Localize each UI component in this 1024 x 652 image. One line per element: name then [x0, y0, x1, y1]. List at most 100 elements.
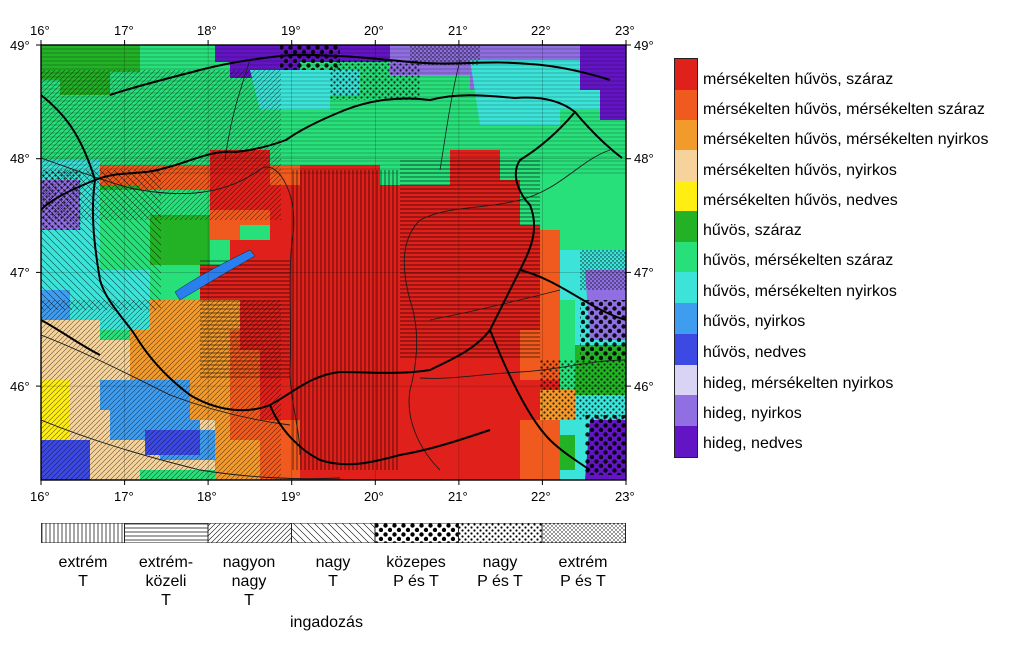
- lon-label-top-18: 18°: [197, 23, 217, 38]
- variability-label: extrém- közeli T: [126, 553, 206, 610]
- variability-label-line: közeli: [145, 573, 187, 590]
- legend-swatch: [675, 303, 697, 334]
- region-huvos-szaraz-bakony: [150, 215, 210, 265]
- legend-label: hűvös, mérsékelten száraz: [703, 252, 894, 269]
- overlay-kozepes-p-es-t: [580, 300, 626, 360]
- variability-label: nagy T: [293, 553, 373, 591]
- legend-swatch: [675, 90, 697, 120]
- lat-label-right-49: 49°: [634, 38, 654, 53]
- lon-label-bottom-19: 19°: [281, 489, 301, 504]
- variability-label-line: P és T: [477, 573, 523, 590]
- legend-label: hideg, nedves: [703, 435, 803, 452]
- legend-label: hűvös, mérsékelten nyirkos: [703, 283, 897, 300]
- danube-river: [41, 157, 301, 456]
- overlay-extrem-kozeli-t: [400, 160, 540, 360]
- variability-label-line: T: [328, 573, 338, 590]
- lon-label-top-20: 20°: [364, 23, 384, 38]
- graticule: [41, 45, 626, 480]
- legend-swatch: [675, 211, 697, 242]
- lon-label-bottom-23: 23°: [615, 489, 635, 504]
- maros-river: [419, 359, 626, 379]
- lon-label-bottom-22: 22°: [531, 489, 551, 504]
- legend-label: hűvös, nyirkos: [703, 313, 806, 330]
- pattern-extrem-t: [41, 523, 125, 543]
- lon-label-top-17: 17°: [114, 23, 134, 38]
- legend-label: hűvös, száraz: [703, 222, 802, 239]
- variability-label-line: T: [244, 592, 254, 609]
- variability-label: nagy P és T: [460, 553, 540, 591]
- variability-label-line: extrém: [558, 554, 608, 571]
- variability-label: extrém T: [43, 553, 123, 591]
- border-slovakia: [109, 53, 611, 96]
- overlay-kozepes-p-es-t-se: [585, 415, 626, 475]
- variability-label-line: nagy: [315, 554, 351, 571]
- legend-label: hűvös, nedves: [703, 344, 807, 361]
- legend-label: hideg, mérsékelten nyirkos: [703, 375, 894, 392]
- lat-label-right-46: 46°: [634, 379, 654, 394]
- overlay-extrem-t: [290, 170, 400, 470]
- overlay-extrem-p-es-t-e: [580, 250, 626, 290]
- lon-label-bottom-20: 20°: [364, 489, 384, 504]
- sava-river: [41, 419, 341, 480]
- pattern-nagy-p-es-t: [458, 523, 543, 543]
- border-austria: [41, 94, 96, 211]
- legend-label: mérsékelten hűvös, mérsékelten száraz: [703, 101, 985, 118]
- variability-caption: ingadozás: [290, 614, 363, 631]
- lon-label-top-23: 23°: [615, 23, 635, 38]
- overlay-nagy-p-es-t-n: [330, 60, 420, 100]
- variability-patterns: [41, 523, 626, 543]
- color-legend: [674, 58, 698, 458]
- variability-label-line: nagyon: [222, 554, 276, 571]
- variability-label-line: T: [78, 573, 88, 590]
- legend-swatch: [675, 59, 697, 90]
- legend-label: mérsékelten hűvös, mérsékelten nyirkos: [703, 131, 989, 148]
- variability-label-line: extrém-: [138, 554, 194, 571]
- lat-label-left-48: 48°: [10, 151, 30, 166]
- legend-label: hideg, nyirkos: [703, 405, 802, 422]
- tisza-river: [403, 149, 611, 471]
- pattern-kozepes-p-es-t: [374, 523, 459, 543]
- lon-label-bottom-18: 18°: [197, 489, 217, 504]
- lat-label-right-47: 47°: [634, 265, 654, 280]
- border-croatia-serbia: [41, 319, 491, 466]
- lon-label-top-16: 16°: [30, 23, 50, 38]
- legend-swatch: [675, 365, 697, 395]
- pattern-nagyon-nagy-t: [207, 523, 292, 543]
- lat-label-right-48: 48°: [634, 151, 654, 166]
- lon-label-top-19: 19°: [281, 23, 301, 38]
- lake-balaton: [174, 249, 256, 301]
- frame-ticks: [36, 40, 631, 485]
- variability-label-line: P és T: [560, 573, 606, 590]
- overlay-nagy-p-es-t-w: [41, 170, 81, 230]
- border-hungary: [91, 94, 577, 412]
- legend-label: mérsékelten hűvös, nyirkos: [703, 162, 897, 179]
- lat-label-left-46: 46°: [10, 379, 30, 394]
- legend-label: mérsékelten hűvös, száraz: [703, 71, 894, 88]
- koros-river: [429, 289, 561, 321]
- legend-swatch: [675, 181, 697, 211]
- pattern-extrem-kozeli-t: [124, 523, 209, 543]
- lon-label-top-22: 22°: [531, 23, 551, 38]
- lon-label-bottom-17: 17°: [114, 489, 134, 504]
- legend-swatch: [675, 334, 697, 365]
- variability-label-line: extrém: [58, 554, 108, 571]
- pattern-extrem-p-es-t: [541, 523, 626, 543]
- border-romania: [489, 111, 626, 471]
- legend-swatch: [675, 242, 697, 272]
- variability-label-line: közepes: [386, 554, 446, 571]
- variability-legend: [41, 523, 626, 543]
- variability-label: közepes P és T: [376, 553, 456, 591]
- lon-label-bottom-16: 16°: [30, 489, 50, 504]
- variability-label-line: T: [161, 592, 171, 609]
- overlay-nagyon-nagy-t-sw: [41, 300, 281, 480]
- legend-swatch: [675, 120, 697, 150]
- variability-label: nagyon nagy T: [209, 553, 289, 610]
- variability-label-line: P és T: [393, 573, 439, 590]
- lat-label-left-47: 47°: [10, 265, 30, 280]
- drava-river: [41, 334, 291, 426]
- variability-label: extrém P és T: [543, 553, 623, 591]
- legend-swatch: [675, 395, 697, 426]
- legend-swatch: [675, 426, 697, 457]
- lat-label-left-49: 49°: [10, 38, 30, 53]
